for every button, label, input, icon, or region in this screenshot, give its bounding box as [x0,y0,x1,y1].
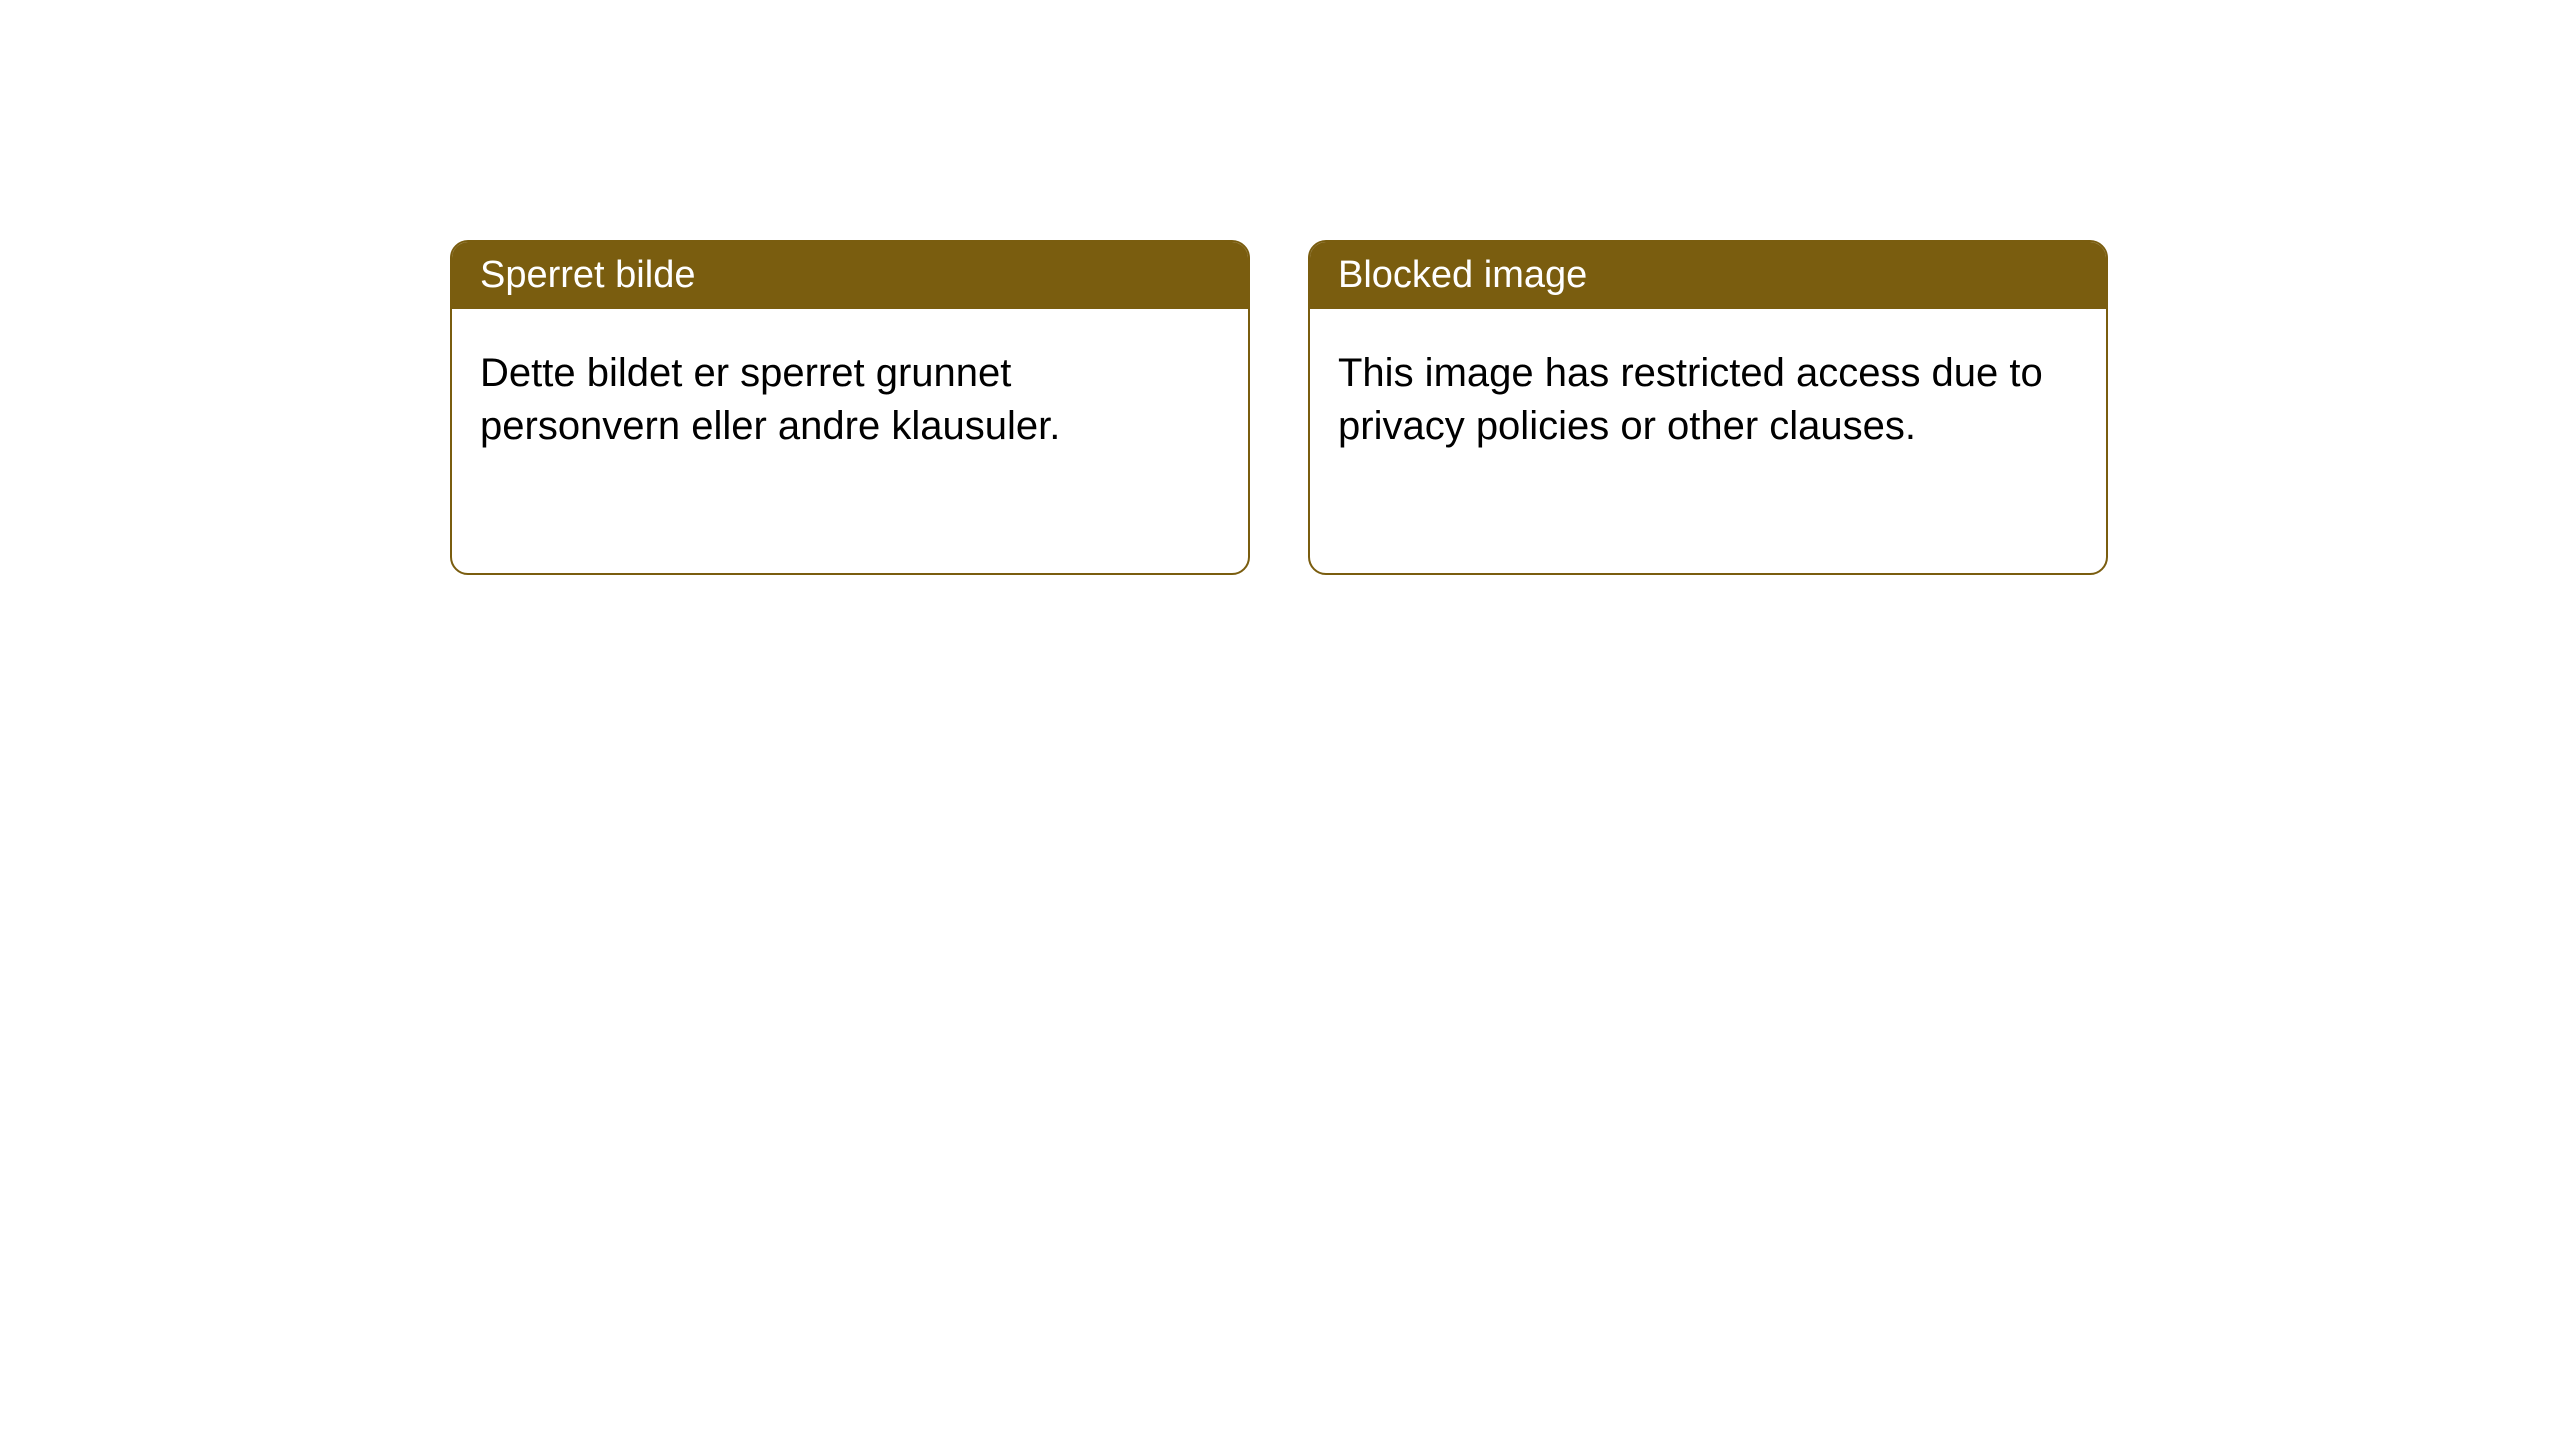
notice-body-en: This image has restricted access due to … [1310,309,2106,491]
notice-header-en: Blocked image [1310,242,2106,309]
notice-body-no: Dette bildet er sperret grunnet personve… [452,309,1248,491]
notice-box-en: Blocked image This image has restricted … [1308,240,2108,575]
notice-text-en: This image has restricted access due to … [1338,351,2043,448]
notice-box-no: Sperret bilde Dette bildet er sperret gr… [450,240,1250,575]
notice-title-no: Sperret bilde [480,254,695,296]
notice-header-no: Sperret bilde [452,242,1248,309]
notice-text-no: Dette bildet er sperret grunnet personve… [480,351,1060,448]
notice-title-en: Blocked image [1338,254,1587,296]
notices-container: Sperret bilde Dette bildet er sperret gr… [0,0,2560,575]
